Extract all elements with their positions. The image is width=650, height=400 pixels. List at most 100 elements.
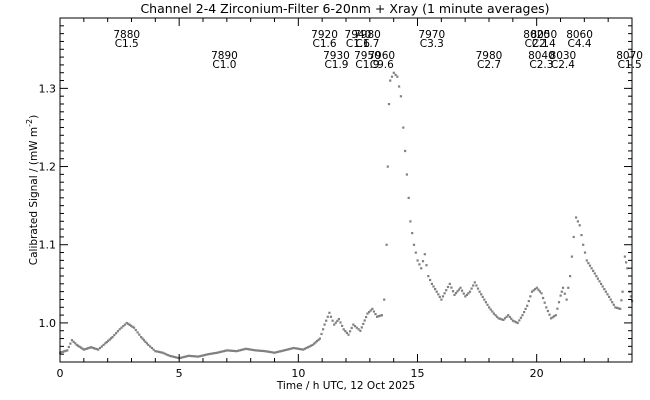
- data-point: [241, 348, 244, 351]
- data-point: [190, 355, 194, 358]
- data-point: [617, 307, 620, 310]
- data-point: [230, 349, 233, 352]
- data-point: [213, 352, 216, 355]
- data-point: [184, 355, 187, 358]
- flare-annotations: 7880C1.57890C1.07920C1.67930C1.97940C1.6…: [113, 29, 643, 71]
- data-point: [521, 314, 524, 317]
- data-point: [448, 282, 451, 285]
- data-point: [313, 342, 316, 345]
- data-point: [189, 354, 192, 358]
- y-axis-label-main: Calibrated Signal / (mW m: [28, 127, 40, 265]
- data-point: [122, 325, 125, 328]
- data-point: [559, 294, 562, 297]
- data-point: [621, 290, 624, 293]
- data-point: [113, 334, 116, 337]
- data-point: [306, 346, 310, 349]
- data-point: [75, 343, 78, 346]
- data-point: [595, 275, 598, 278]
- data-point: [265, 350, 268, 353]
- flare-class-label: C1.6: [346, 38, 370, 50]
- data-point: [202, 354, 205, 357]
- data-point: [264, 350, 267, 353]
- data-point: [443, 292, 446, 295]
- data-point: [195, 355, 198, 358]
- data-point: [437, 293, 440, 296]
- flare-id-label: 7980: [354, 29, 381, 41]
- data-point: [601, 285, 604, 288]
- data-point: [182, 355, 186, 359]
- data-point: [404, 149, 407, 153]
- data-point: [94, 347, 97, 350]
- x-axis: 0 5 10 15 20: [57, 18, 633, 380]
- flare-class-label: C1.9: [355, 59, 379, 71]
- data-point: [578, 224, 581, 227]
- data-point: [371, 307, 374, 310]
- data-point: [197, 355, 200, 358]
- data-point: [268, 350, 271, 353]
- data-point: [481, 295, 484, 298]
- data-point: [254, 349, 257, 352]
- data-point: [446, 285, 450, 289]
- flare-class-label: C1.7: [355, 38, 379, 50]
- data-point: [67, 345, 70, 349]
- data-point: [440, 298, 443, 301]
- data-point: [379, 314, 382, 317]
- data-point: [459, 286, 462, 289]
- y-tick-label: 1.1: [39, 239, 57, 252]
- data-point: [105, 341, 108, 344]
- data-point: [168, 354, 171, 357]
- flare-id-label: 7930: [323, 50, 350, 62]
- data-point: [355, 326, 358, 329]
- flare-id-label: 8020: [523, 29, 550, 41]
- flare-class-label: C2.4: [532, 38, 556, 50]
- data-point: [260, 349, 263, 352]
- data-point: [192, 355, 195, 358]
- data-point: [232, 349, 235, 352]
- data-point: [425, 264, 428, 267]
- data-point: [279, 350, 283, 353]
- data-point: [510, 317, 513, 320]
- data-point: [252, 349, 255, 352]
- data-point: [186, 355, 189, 358]
- data-point: [609, 298, 612, 301]
- x-tick-label: 15: [411, 367, 425, 380]
- data-point: [470, 287, 473, 290]
- data-point: [475, 284, 478, 287]
- data-point: [224, 349, 227, 352]
- data-point: [87, 347, 90, 350]
- data-point: [515, 321, 518, 324]
- y-tick-label: 1.3: [39, 82, 57, 95]
- data-point: [78, 345, 81, 348]
- data-point: [600, 282, 603, 285]
- data-point: [74, 342, 77, 345]
- data-point: [341, 324, 344, 327]
- data-point: [110, 337, 113, 340]
- data-point: [179, 356, 182, 359]
- data-point: [77, 344, 80, 347]
- data-point: [362, 322, 365, 325]
- data-point: [97, 348, 100, 351]
- data-point: [374, 313, 377, 316]
- data-point: [435, 290, 438, 293]
- data-point: [518, 319, 521, 322]
- data-point: [615, 306, 619, 309]
- data-point: [322, 328, 325, 331]
- data-point: [287, 348, 290, 351]
- data-point: [468, 290, 472, 293]
- data-point: [492, 312, 495, 315]
- data-point: [314, 341, 317, 344]
- data-point: [441, 295, 445, 298]
- data-point: [619, 307, 622, 310]
- data-point: [176, 356, 179, 359]
- flare-id-label: 8050: [530, 29, 557, 41]
- flare-class-label: C1.6: [313, 38, 337, 50]
- data-point: [147, 343, 150, 346]
- data-point: [211, 352, 214, 355]
- data-point: [161, 351, 164, 354]
- data-point: [187, 354, 190, 357]
- data-point: [411, 232, 414, 235]
- data-point: [588, 264, 592, 267]
- data-point: [394, 73, 397, 76]
- data-point: [100, 345, 103, 348]
- data-point: [385, 243, 388, 246]
